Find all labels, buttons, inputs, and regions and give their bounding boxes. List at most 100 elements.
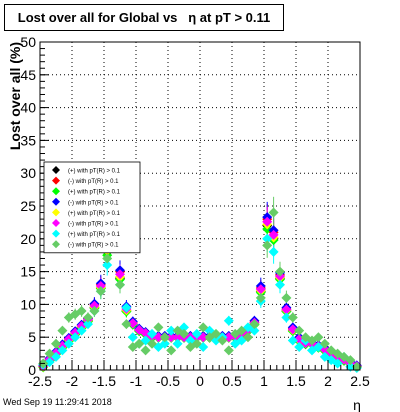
data-point (102, 250, 113, 261)
data-point (351, 361, 362, 372)
data-point (351, 361, 362, 372)
data-point (262, 240, 273, 251)
data-point (217, 335, 228, 346)
data-point (57, 340, 68, 351)
data-point (294, 336, 305, 347)
data-point (243, 325, 253, 336)
data-point (319, 345, 330, 356)
data-point (70, 327, 81, 338)
data-point (275, 279, 285, 290)
data-point (172, 332, 183, 343)
data-point (268, 233, 279, 244)
data-point (198, 332, 209, 343)
data-point (108, 201, 119, 211)
data-point (211, 332, 221, 343)
data-point (339, 354, 349, 365)
data-point (70, 326, 81, 337)
data-point (262, 220, 273, 231)
series-1 (38, 194, 362, 372)
data-point (243, 326, 253, 337)
data-point (249, 319, 260, 330)
data-point (172, 325, 183, 336)
data-point (95, 282, 106, 293)
data-point (159, 331, 170, 342)
data-point (294, 334, 305, 345)
data-point (95, 286, 106, 297)
data-point (153, 332, 164, 343)
data-point (70, 329, 81, 340)
data-point (211, 332, 221, 343)
data-point (51, 351, 61, 362)
legend-marker (52, 176, 60, 185)
timestamp-footer: Wed Sep 19 11:29:41 2018 (3, 397, 112, 407)
data-point (57, 340, 68, 351)
data-point (204, 332, 215, 343)
data-point (121, 303, 132, 314)
x-tick-label: 2.5 (350, 373, 370, 389)
data-point (121, 301, 132, 312)
x-tick-label: 0 (196, 373, 204, 389)
data-point (159, 338, 170, 349)
data-point (83, 313, 93, 324)
data-point (127, 332, 138, 343)
data-point (95, 278, 106, 289)
data-point (281, 304, 292, 315)
data-point (198, 342, 209, 353)
data-point (172, 330, 183, 341)
data-point (76, 305, 87, 316)
data-point (313, 340, 324, 351)
y-tick-labels: 0 5 10 15 20 25 30 35 40 45 50 (20, 34, 36, 378)
data-point (300, 335, 311, 346)
data-point (319, 351, 330, 362)
series-4 (38, 199, 362, 372)
data-point (262, 219, 273, 230)
data-point (307, 338, 317, 349)
series-7 (38, 187, 362, 372)
data-point (249, 317, 260, 328)
data-point (230, 332, 241, 343)
data-point (63, 312, 74, 323)
data-point (255, 286, 266, 297)
data-point (108, 196, 119, 207)
data-point (51, 348, 61, 359)
data-point (179, 328, 189, 339)
data-point (179, 332, 189, 343)
data-point (44, 353, 55, 364)
data-point (287, 322, 298, 333)
y-tick-label: 0 (28, 362, 36, 378)
x-tick-label: 1.5 (286, 373, 306, 389)
data-point (204, 325, 215, 336)
data-point (281, 302, 292, 313)
data-point (255, 285, 266, 296)
data-point (153, 322, 164, 333)
data-point (243, 324, 253, 335)
data-point (51, 338, 61, 349)
data-point (198, 330, 209, 341)
grid-lines (40, 42, 360, 370)
data-point (89, 300, 100, 311)
data-point (198, 332, 209, 343)
data-point (262, 212, 273, 223)
x-tick-labels: -2.5 -2 -1.5 -1 -0.5 0 0.5 1 1.5 2 2.5 (28, 373, 370, 389)
data-point (89, 302, 100, 313)
data-point (326, 346, 337, 357)
data-point (44, 357, 55, 368)
data-point (51, 347, 61, 358)
x-tick-label: -0.5 (156, 373, 180, 389)
data-point (70, 332, 81, 343)
data-point (326, 355, 337, 366)
data-point (236, 335, 247, 346)
legend-entry: (+) with pT(R) > 0.1 (68, 169, 121, 175)
data-point (140, 328, 151, 339)
data-point (44, 355, 55, 366)
data-point (172, 332, 183, 343)
legend-entry: (-) with pT(R) > 0.1 (68, 179, 119, 185)
data-point (294, 332, 305, 343)
y-tick-label: 15 (20, 264, 36, 280)
data-point (326, 347, 337, 358)
data-point (147, 332, 157, 343)
data-point (153, 332, 164, 343)
data-point (63, 334, 74, 345)
data-point (166, 345, 177, 356)
data-point (332, 349, 343, 360)
